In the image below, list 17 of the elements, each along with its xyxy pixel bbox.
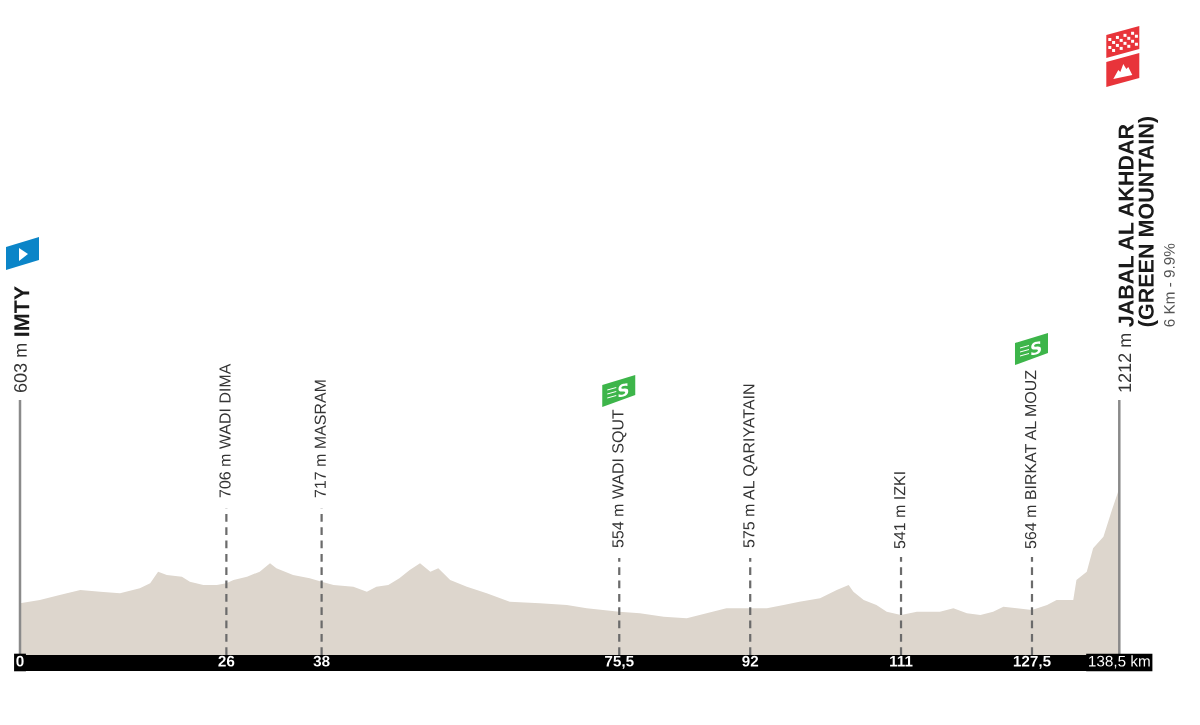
ref-line-label: 603 m IMTY xyxy=(14,286,30,393)
x-tick-label: 127,5 xyxy=(1013,655,1051,669)
ref-line-label: 541 m IZKI xyxy=(894,472,906,549)
x-tick-label: 38 xyxy=(313,655,330,667)
ref-line-label: 706 m WADI DIMA xyxy=(219,363,231,498)
x-tick-label: 0 xyxy=(16,655,24,667)
ref-line-label: 554 m WADI SQUT xyxy=(612,409,627,548)
ref-line-label: 1212 m JABAL AL AKHDAR (GREEN MOUNTAIN) xyxy=(1118,117,1159,392)
x-tick-label: 75,5 xyxy=(605,655,634,669)
ref-line-label: 575 m AL QARIYATAIN xyxy=(743,384,758,548)
x-tick-label: 26 xyxy=(218,655,235,667)
ref-line-label: 717 m MASRAM xyxy=(314,380,326,498)
ref-line-label: 564 m BIRKAT AL MOUZ xyxy=(1024,370,1037,549)
text: 6 Km - 9.9% xyxy=(1163,243,1175,327)
x-tick-label: 138,5 km xyxy=(1089,655,1150,669)
x-tick-label: 92 xyxy=(742,655,759,667)
x-tick-label: 111 xyxy=(890,655,913,667)
